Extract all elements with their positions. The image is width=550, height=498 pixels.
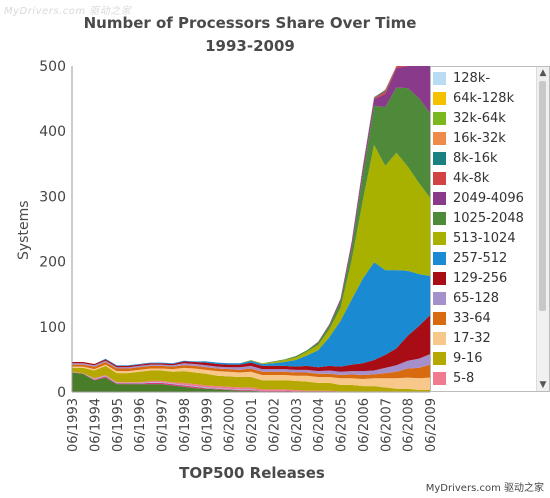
legend-item: 16k-32k [433, 129, 506, 147]
legend-label: 8k-16k [453, 150, 498, 166]
legend-label: 9-16 [453, 350, 483, 366]
x-tick-label: 06/2007 [379, 398, 394, 452]
legend-swatch [433, 151, 446, 165]
x-tick-label: 06/2002 [267, 398, 282, 452]
x-tick-label: 06/2003 [290, 398, 305, 452]
legend-swatch [433, 251, 446, 265]
legend-scroll-thumb[interactable] [539, 81, 546, 311]
legend-label: 513-1024 [453, 230, 516, 246]
legend-label: 64k-128k [453, 90, 515, 106]
x-tick-label: 06/2006 [357, 398, 372, 452]
legend-label: 16k-32k [453, 130, 506, 146]
legend-swatch [433, 351, 446, 365]
legend-item: 4k-8k [433, 169, 489, 187]
legend-label: 33-64 [453, 310, 491, 326]
y-tick-label: 200 [39, 255, 66, 271]
legend-swatch [433, 111, 446, 125]
area-series-17-32 [72, 364, 430, 391]
legend-label: 5-8 [453, 370, 475, 386]
legend-item: 33-64 [433, 309, 491, 327]
legend-item: 17-32 [433, 329, 491, 347]
legend-swatch [433, 211, 446, 225]
y-tick-label: 0 [57, 385, 66, 401]
legend-label: 129-256 [453, 270, 508, 286]
legend-swatch [433, 271, 446, 285]
legend-item: 5-8 [433, 369, 474, 387]
x-tick-label: 06/2000 [223, 398, 238, 452]
legend-item: 65-128 [433, 289, 499, 307]
triangle-down-icon[interactable]: ▼ [539, 380, 547, 390]
legend-item: 32k-64k [433, 109, 506, 127]
legend-label: 65-128 [453, 290, 500, 306]
chart-subtitle: 1993-2009 [205, 37, 295, 55]
legend-item: 129-256 [433, 269, 507, 287]
x-tick-label: 06/1999 [200, 398, 215, 452]
area-series-5-8 [72, 371, 430, 392]
legend-scrollbar[interactable]: ▲ ▼ [536, 67, 549, 391]
legend-label: 4k-8k [453, 170, 490, 186]
y-tick-label: 500 [39, 59, 66, 75]
legend-item: 513-1024 [433, 229, 516, 247]
legend-label: 2049-4096 [453, 190, 524, 206]
x-tick-label: 06/1996 [133, 398, 148, 452]
legend-label: 32k-64k [453, 110, 506, 126]
x-tick-label: 06/1995 [111, 398, 126, 452]
legend-swatch [433, 191, 446, 205]
legend-swatch [433, 71, 446, 85]
legend-swatch [433, 231, 446, 245]
x-tick-label: 06/2005 [335, 398, 350, 452]
x-tick-label: 06/2004 [312, 398, 327, 452]
area-series-257-512 [72, 262, 430, 368]
legend-swatch [433, 311, 446, 325]
legend-item: 128k- [433, 69, 490, 87]
legend: 128k- 64k-128k 32k-64k 16k-32k 8k-16k 4k-8k 20… [430, 66, 550, 392]
x-tick-label: 06/1998 [178, 398, 193, 452]
area-series-9-16 [72, 365, 430, 392]
x-tick-label: 06/2009 [424, 398, 439, 452]
area-series-33-64 [72, 362, 430, 379]
area-series-1 [72, 372, 430, 392]
triangle-up-icon[interactable]: ▲ [539, 68, 547, 78]
legend-swatch [433, 91, 446, 105]
legend-item: 1025-2048 [433, 209, 524, 227]
x-axis-label: TOP500 Releases [179, 464, 325, 482]
chart-title: Number of Processors Share Over Time [83, 14, 417, 32]
legend-swatch [433, 331, 446, 345]
x-tick-label: 06/1997 [156, 398, 171, 452]
legend-label: 17-32 [453, 330, 491, 346]
legend-swatch [433, 371, 446, 385]
legend-swatch [433, 171, 446, 185]
legend-item: 64k-128k [433, 89, 514, 107]
legend-swatch [433, 291, 446, 305]
y-tick-label: 400 [39, 124, 66, 140]
x-tick-label: 06/2001 [245, 398, 260, 452]
legend-item: 257-512 [433, 249, 507, 267]
legend-label: 128k- [453, 70, 491, 86]
area-series-513-1024 [72, 144, 430, 366]
legend-item: 2049-4096 [433, 189, 524, 207]
x-tick-label: 06/1994 [88, 398, 103, 452]
x-tick-label: 06/1993 [66, 398, 81, 452]
x-tick-label: 06/2008 [402, 398, 417, 452]
legend-swatch [433, 131, 446, 145]
legend-label: 1025-2048 [453, 210, 524, 226]
legend-label: 257-512 [453, 250, 508, 266]
legend-item: 8k-16k [433, 149, 498, 167]
watermark-top: MyDrivers.com 驱动之家 [4, 6, 132, 17]
watermark-bottom: MyDrivers.com 驱动之家 [425, 483, 544, 494]
y-tick-label: 100 [39, 320, 66, 336]
area-series-1025-2048 [72, 87, 430, 366]
legend-item: 9-16 [433, 349, 483, 367]
y-tick-label: 300 [39, 189, 66, 205]
